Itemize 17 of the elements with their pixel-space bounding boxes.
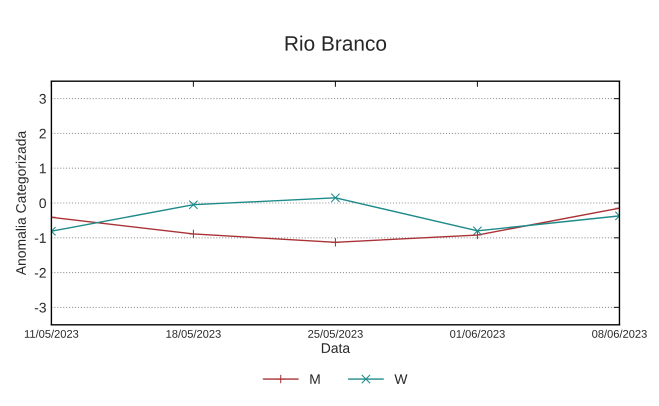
x-tick-label: 01/06/2023 — [450, 330, 505, 338]
y-tick-label: 2 — [40, 128, 46, 138]
x-tick-label: 08/06/2023 — [592, 330, 647, 338]
legend-label: M — [310, 374, 320, 384]
y-tick-label: -1 — [34, 233, 46, 243]
x-axis-title: Data — [322, 343, 350, 353]
y-tick-label: -3 — [34, 302, 46, 313]
y-tick-label: 0 — [39, 198, 46, 208]
y-tick-label: 3 — [39, 94, 46, 104]
x-tick-label: 25/05/2023 — [308, 330, 363, 338]
legend-label: W — [394, 374, 408, 384]
y-tick-label: -2 — [34, 268, 46, 278]
chart-title: Rio Branco — [286, 36, 386, 51]
x-tick-label: 11/05/2023 — [24, 330, 78, 338]
y-tick-label: 1 — [40, 164, 46, 174]
y-axis-title: Anomalia Categorizada — [16, 130, 29, 276]
x-tick-label: 18/05/2023 — [166, 330, 221, 338]
